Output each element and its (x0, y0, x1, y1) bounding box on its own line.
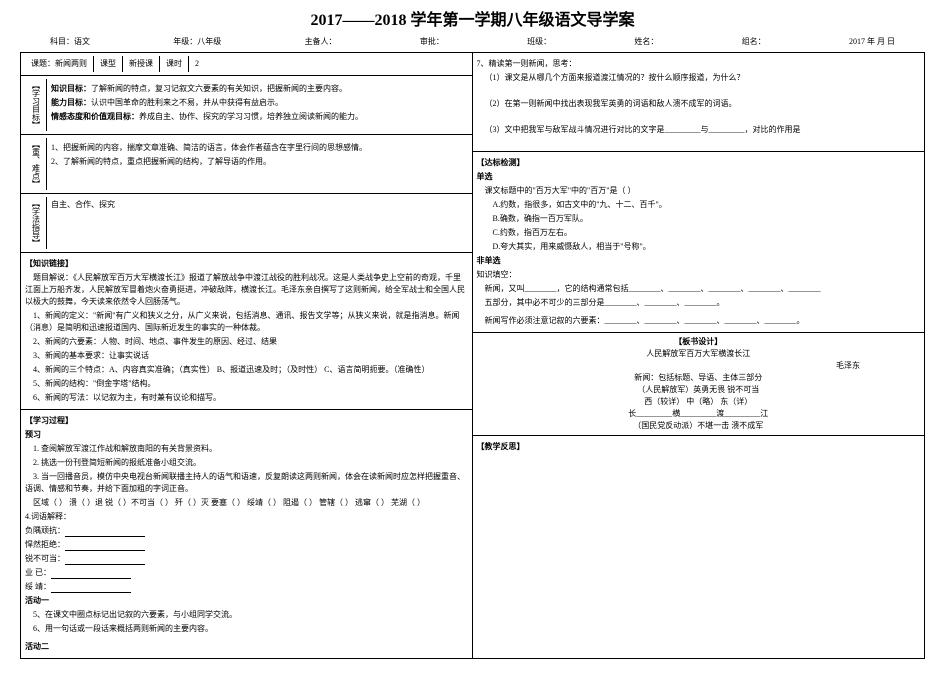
worksheet-body: 课题：新闻两则 课型 新授课 课时 2 【学习目标】 知识目标：了解新闻的特点，… (20, 52, 925, 659)
goals-row: 【学习目标】 知识目标：了解新闻的特点，复习记叙文六要素的有关知识，把握新闻的主… (21, 76, 472, 135)
left-column: 课题：新闻两则 课型 新授课 课时 2 【学习目标】 知识目标：了解新闻的特点，… (21, 53, 473, 658)
keypoints-row: 【重、难点】 1、把握新闻的内容，揣摩文章准确、简洁的语言，体会作者蕴含在字里行… (21, 135, 472, 194)
process-row: 【学习过程】 预习 1. 查阅解放军渡江作战和解放南阳的有关背景资料。 2. 挑… (21, 410, 472, 658)
knowledge-row: 【知识链接】 题目解说：《人民解放军百万大军横渡长江》报道了解放战争中渡江战役的… (21, 253, 472, 410)
topic-row: 课题：新闻两则 课型 新授课 课时 2 (21, 53, 472, 76)
board-row: 【板书设计】 人民解放军百万大军横渡长江 毛泽东 新闻：包括标题、导语、主体三部… (473, 333, 925, 436)
q7-row: 7、精读第一则新闻，思考： （1）课文是从哪几个方面来报道渡江情况的？按什么顺序… (473, 53, 925, 152)
method-row: 【学法指导】 自主、合作、探究 (21, 194, 472, 253)
page-title: 2017——2018 学年第一学期八年级语文导学案 (20, 10, 925, 32)
header-meta: 科目：语文 年级：八年级 主备人： 审批： 班级： 姓名： 组名： 2017 年… (20, 36, 925, 47)
reflect-row: 【教学反思】 (473, 436, 925, 498)
right-column: 7、精读第一则新闻，思考： （1）课文是从哪几个方面来报道渡江情况的？按什么顺序… (473, 53, 925, 658)
test-row: 【达标检测】 单选 课文标题中的"百万大军"中的"百万"是（ ） A.约数，指很… (473, 152, 925, 333)
